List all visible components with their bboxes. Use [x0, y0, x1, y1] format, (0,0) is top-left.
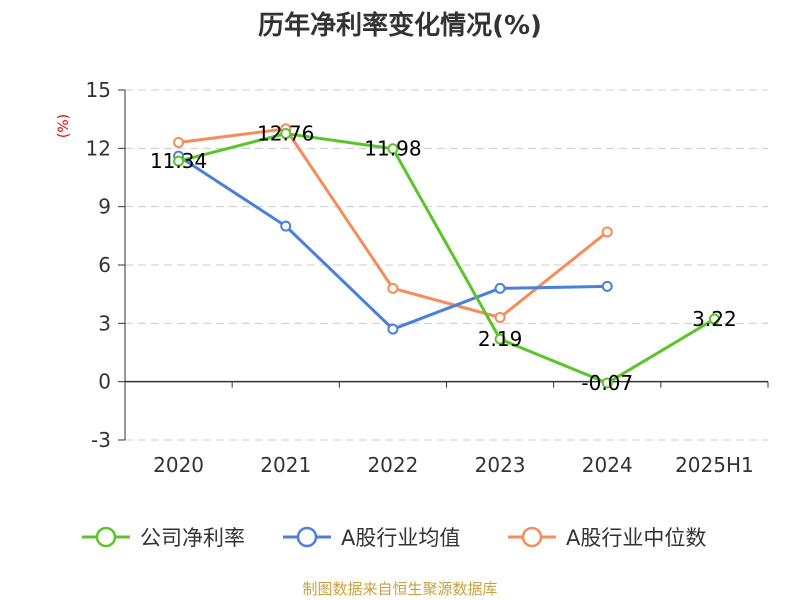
data-point: [708, 313, 720, 325]
series-lines: [173, 123, 720, 389]
y-tick-label: 3: [98, 311, 111, 335]
data-point: [494, 333, 506, 345]
data-label: 11.98: [364, 137, 421, 161]
source-note: 制图数据来自恒生聚源数据库: [302, 580, 497, 598]
x-tick-label: 2023: [475, 453, 526, 477]
data-label: 12.76: [257, 122, 314, 146]
data-point: [387, 282, 399, 294]
data-label: 11.34: [150, 149, 207, 173]
legend-marker: [296, 526, 318, 548]
data-point: [494, 312, 506, 323]
legend-label: 公司净利率: [140, 526, 245, 550]
data-label: 2.19: [478, 327, 523, 351]
y-tick-label: 15: [86, 78, 111, 102]
data-label: 3.22: [692, 307, 737, 331]
y-tick-label: 9: [98, 195, 111, 219]
data-label: -0.07: [581, 371, 633, 395]
series-line-1: [177, 154, 608, 331]
legend-marker: [95, 526, 117, 548]
legend-marker: [521, 526, 543, 548]
y-tick-label: -3: [91, 428, 111, 452]
series-line-0: [178, 132, 716, 385]
data-point: [601, 280, 613, 292]
data-point: [494, 282, 506, 294]
data-labels: 11.34 12.76 11.98 2.19 -0.07 3.22: [150, 122, 737, 395]
legend-label: A股行业均值: [341, 526, 460, 550]
x-tick-label: 2024: [582, 453, 633, 477]
y-axis-unit: (%): [56, 114, 72, 138]
data-point: [173, 137, 185, 148]
x-tick-label: 2021: [260, 453, 311, 477]
y-tick-label: 12: [86, 136, 111, 160]
data-point: [280, 220, 292, 232]
legend-label: A股行业中位数: [566, 526, 706, 550]
data-point: [173, 155, 185, 167]
y-tick-label: 6: [98, 253, 111, 277]
legend: 公司净利率 A股行业均值 A股行业中位数: [82, 526, 706, 550]
y-tick-label: 0: [98, 370, 111, 394]
x-tick-label: 2020: [153, 453, 204, 477]
axes: 15 12 9 6 3 0 -3 2020 2021 2022 2023 2024 2025H1: [86, 78, 769, 477]
chart-title: 历年净利率变化情况(%): [258, 10, 542, 41]
data-point: [387, 323, 399, 335]
x-tick-label: 2025H1: [675, 453, 754, 477]
data-point: [387, 143, 399, 155]
data-point: [601, 226, 613, 238]
x-tick-label: 2022: [367, 453, 418, 477]
data-point: [280, 128, 292, 140]
data-point: [601, 377, 613, 389]
